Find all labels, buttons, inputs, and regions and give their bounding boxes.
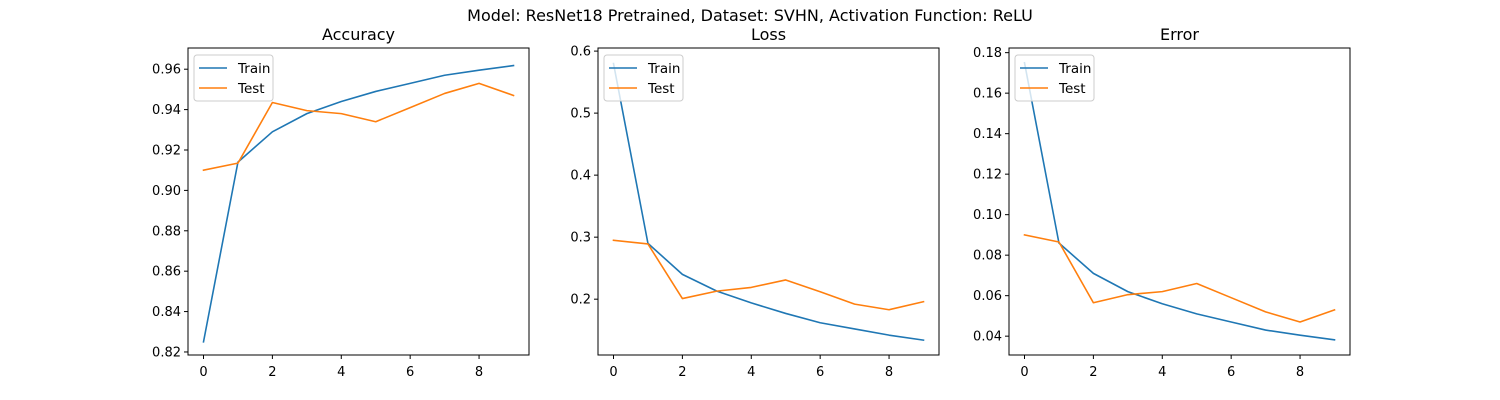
- chart-title: Accuracy: [322, 25, 395, 44]
- x-tick-label: 8: [1296, 365, 1304, 380]
- legend-label-test: Test: [237, 81, 265, 97]
- y-tick-label: 0.14: [973, 127, 1002, 142]
- chart-title: Error: [1160, 25, 1199, 44]
- y-tick-label: 0.94: [152, 103, 181, 118]
- axes-frame: [1008, 47, 1351, 356]
- x-tick-label: 2: [1089, 365, 1097, 380]
- x-tick-label: 6: [816, 365, 824, 380]
- y-tick-label: 0.06: [973, 289, 1002, 304]
- legend: Train Test: [193, 54, 274, 102]
- series-line-test: [1023, 233, 1336, 323]
- x-tick-label: 8: [885, 365, 893, 380]
- legend-label-test: Test: [1058, 81, 1086, 97]
- y-tick-label: 0.3: [570, 231, 591, 246]
- series-line-test: [202, 82, 515, 172]
- y-tick-label: 0.90: [152, 184, 181, 199]
- axes-frame: [187, 47, 530, 356]
- y-tick-label: 0.16: [973, 87, 1002, 102]
- y-tick-label: 0.88: [152, 224, 181, 239]
- chart-title: Loss: [751, 25, 786, 44]
- series-line-train: [202, 64, 515, 343]
- chart-accuracy: Accuracy 0 2 4 6 8 0.82 0.84 0.86 0.88 0.90 0.92 0.9…: [152, 25, 530, 380]
- y-tick-label: 0.2: [570, 293, 591, 308]
- x-tick-label: 0: [1020, 365, 1028, 380]
- x-tick-label: 2: [268, 365, 276, 380]
- legend-box: [603, 54, 684, 102]
- y-tick-label: 0.96: [152, 63, 181, 78]
- x-tick-label: 2: [678, 365, 686, 380]
- legend-label-train: Train: [237, 61, 270, 77]
- series-line-train: [612, 62, 925, 342]
- x-tick-label: 6: [1227, 365, 1235, 380]
- legend-label-train: Train: [647, 61, 680, 77]
- y-tick-label: 0.04: [973, 330, 1002, 345]
- legend-label-test: Test: [647, 81, 675, 97]
- chart-error: Error 0 2 4 6 8 0.04 0.06 0.08 0.10 0.12 0.14 0.16 0.…: [973, 25, 1351, 380]
- y-tick-label: 0.4: [570, 169, 591, 184]
- x-tick-label: 4: [1158, 365, 1166, 380]
- legend: Train Test: [603, 54, 684, 102]
- y-tick-label: 0.12: [973, 168, 1002, 183]
- x-tick-label: 0: [609, 365, 617, 380]
- legend-box: [193, 54, 274, 102]
- y-tick-label: 0.10: [973, 208, 1002, 223]
- y-tick-label: 0.92: [152, 143, 181, 158]
- y-tick-label: 0.84: [152, 305, 181, 320]
- series-line-test: [612, 239, 925, 311]
- legend: Train Test: [1014, 54, 1095, 102]
- y-tick-label: 0.6: [570, 45, 591, 60]
- x-tick-label: 4: [747, 365, 755, 380]
- axes-frame: [597, 47, 940, 356]
- series-line-train: [1023, 61, 1336, 341]
- chart-loss: Loss 0 2 4 6 8 0.2 0.3 0.4 0.5 0.6 Train Test: [570, 25, 940, 380]
- y-tick-label: 0.5: [570, 107, 591, 122]
- y-tick-label: 0.82: [152, 345, 181, 360]
- x-tick-label: 6: [406, 365, 414, 380]
- x-tick-label: 8: [475, 365, 483, 380]
- y-tick-label: 0.86: [152, 265, 181, 280]
- x-tick-label: 0: [199, 365, 207, 380]
- x-tick-label: 4: [337, 365, 345, 380]
- legend-label-train: Train: [1058, 61, 1091, 77]
- y-tick-label: 0.08: [973, 249, 1002, 264]
- y-tick-label: 0.18: [973, 46, 1002, 61]
- legend-box: [1014, 54, 1095, 102]
- figure-title: Model: ResNet18 Pretrained, Dataset: SVH…: [467, 6, 1033, 25]
